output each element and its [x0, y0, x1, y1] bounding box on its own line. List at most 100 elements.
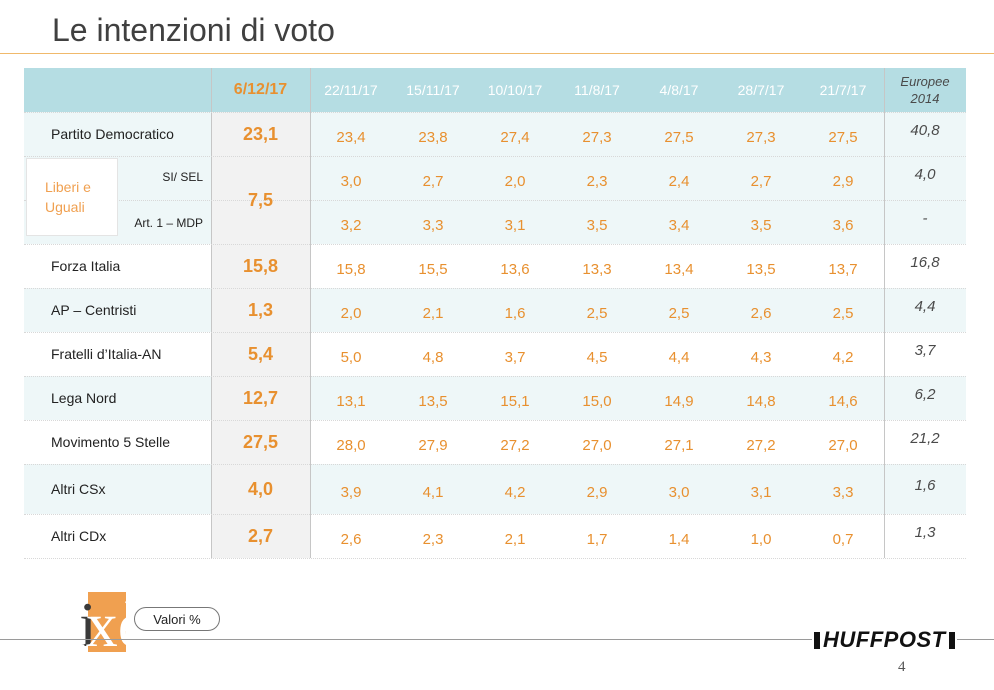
- header-date: 10/10/17: [487, 82, 543, 98]
- europee-value: 6,2: [914, 385, 936, 403]
- value-cell: 3,0: [340, 172, 362, 190]
- value-cell: 3,3: [422, 216, 444, 234]
- table-row: [24, 156, 966, 200]
- value-cell: 14,9: [664, 392, 694, 410]
- logo-text: ixè: [68, 590, 127, 654]
- value-cell: 27,3: [582, 128, 612, 146]
- value-cell: 3,1: [504, 216, 526, 234]
- group-label-line: Uguali: [45, 199, 85, 215]
- value-cell: 27,5: [664, 128, 694, 146]
- table-header-background: [24, 68, 966, 112]
- header-date: 4/8/17: [659, 82, 699, 98]
- europee-value: 21,2: [910, 429, 940, 447]
- value-cell: 14,8: [746, 392, 776, 410]
- row-label: Altri CSx: [51, 481, 106, 497]
- page-title: Le intenzioni di voto: [52, 12, 335, 48]
- value-cell: 3,3: [832, 483, 854, 501]
- value-cell: 27,2: [500, 436, 530, 454]
- current-value: 15,8: [242, 255, 279, 276]
- value-cell: 2,1: [422, 304, 444, 322]
- value-cell: 2,5: [832, 304, 854, 322]
- header-europee-line: Europee: [900, 74, 950, 89]
- header-date: 28/7/17: [737, 82, 785, 98]
- row-label: Fratelli d’Italia-AN: [51, 346, 162, 362]
- value-cell: 4,4: [668, 348, 690, 366]
- value-cell: 27,5: [828, 128, 858, 146]
- row-label: Movimento 5 Stelle: [51, 434, 171, 450]
- row-label: Forza Italia: [51, 258, 121, 274]
- europee-value: -: [922, 209, 928, 227]
- table-row: [24, 200, 966, 244]
- header-date: 21/7/17: [819, 82, 867, 98]
- europee-value: 1,6: [914, 476, 936, 494]
- value-cell: 2,3: [422, 530, 444, 548]
- value-cell: 15,8: [336, 260, 366, 278]
- value-cell: 28,0: [336, 436, 366, 454]
- value-cell: 3,2: [340, 216, 362, 234]
- column-divider: [884, 68, 885, 558]
- column-divider: [211, 68, 212, 558]
- header-date: 22/11/17: [324, 82, 378, 98]
- value-cell: 2,0: [340, 304, 362, 322]
- value-cell: 27,1: [664, 436, 694, 454]
- value-cell: 3,5: [586, 216, 608, 234]
- row-label: Altri CDx: [51, 528, 107, 544]
- table-row: [24, 464, 966, 514]
- row-divider: [24, 464, 966, 465]
- value-cell: 3,4: [668, 216, 690, 234]
- title-underline: [0, 53, 994, 54]
- ixe-logo: i ixè: [68, 590, 127, 654]
- europee-value: 4,4: [914, 297, 936, 315]
- value-cell: 1,0: [750, 530, 772, 548]
- value-cell: 23,4: [336, 128, 366, 146]
- value-cell: 13,5: [418, 392, 448, 410]
- current-column-highlight: [211, 112, 310, 558]
- value-cell: 3,9: [340, 483, 362, 501]
- value-cell: 27,0: [582, 436, 612, 454]
- table-row: [24, 376, 966, 420]
- current-value: 4,0: [247, 478, 274, 499]
- row-label: AP – Centristi: [51, 302, 137, 318]
- row-divider: [24, 244, 966, 245]
- value-cell: 2,0: [504, 172, 526, 190]
- value-cell: 4,2: [504, 483, 526, 501]
- footer-rule: [0, 639, 994, 640]
- value-cell: 15,5: [418, 260, 448, 278]
- current-value: 1,3: [247, 299, 274, 320]
- value-cell: 3,1: [750, 483, 772, 501]
- value-cell: 13,6: [500, 260, 530, 278]
- europee-value: 16,8: [910, 253, 940, 271]
- value-cell: 4,5: [586, 348, 608, 366]
- row-divider: [24, 112, 966, 113]
- value-cell: 27,9: [418, 436, 448, 454]
- current-value: 12,7: [242, 387, 279, 408]
- value-cell: 27,4: [500, 128, 530, 146]
- row-divider: [24, 200, 966, 201]
- row-divider: [24, 420, 966, 421]
- row-label: SI/ SEL: [162, 170, 203, 184]
- value-cell: 2,7: [422, 172, 444, 190]
- page-number: 4: [898, 659, 906, 675]
- value-cell: 0,7: [832, 530, 854, 548]
- value-cell: 2,5: [668, 304, 690, 322]
- current-value: 23,1: [242, 123, 279, 144]
- value-cell: 15,0: [582, 392, 612, 410]
- row-label: Lega Nord: [51, 390, 117, 406]
- row-label: Partito Democratico: [51, 126, 174, 142]
- value-cell: 3,7: [504, 348, 526, 366]
- value-cell: 13,5: [746, 260, 776, 278]
- group-current-value: 7,5: [247, 189, 274, 210]
- value-cell: 3,0: [668, 483, 690, 501]
- group-label-liberi-e-uguali: Liberi e Uguali: [26, 158, 118, 236]
- value-cell: 2,1: [504, 530, 526, 548]
- value-cell: 3,5: [750, 216, 772, 234]
- value-cell: 1,4: [668, 530, 690, 548]
- row-divider: [24, 288, 966, 289]
- value-cell: 4,2: [832, 348, 854, 366]
- value-cell: 15,1: [500, 392, 530, 410]
- value-cell: 2,5: [586, 304, 608, 322]
- voting-intentions-table: 6/12/17 22/11/17 15/11/17 10/10/17 11/8/17 4/…: [24, 68, 966, 559]
- europee-value: 40,8: [910, 121, 940, 139]
- header-date: 11/8/17: [574, 82, 620, 98]
- value-cell: 13,7: [828, 260, 858, 278]
